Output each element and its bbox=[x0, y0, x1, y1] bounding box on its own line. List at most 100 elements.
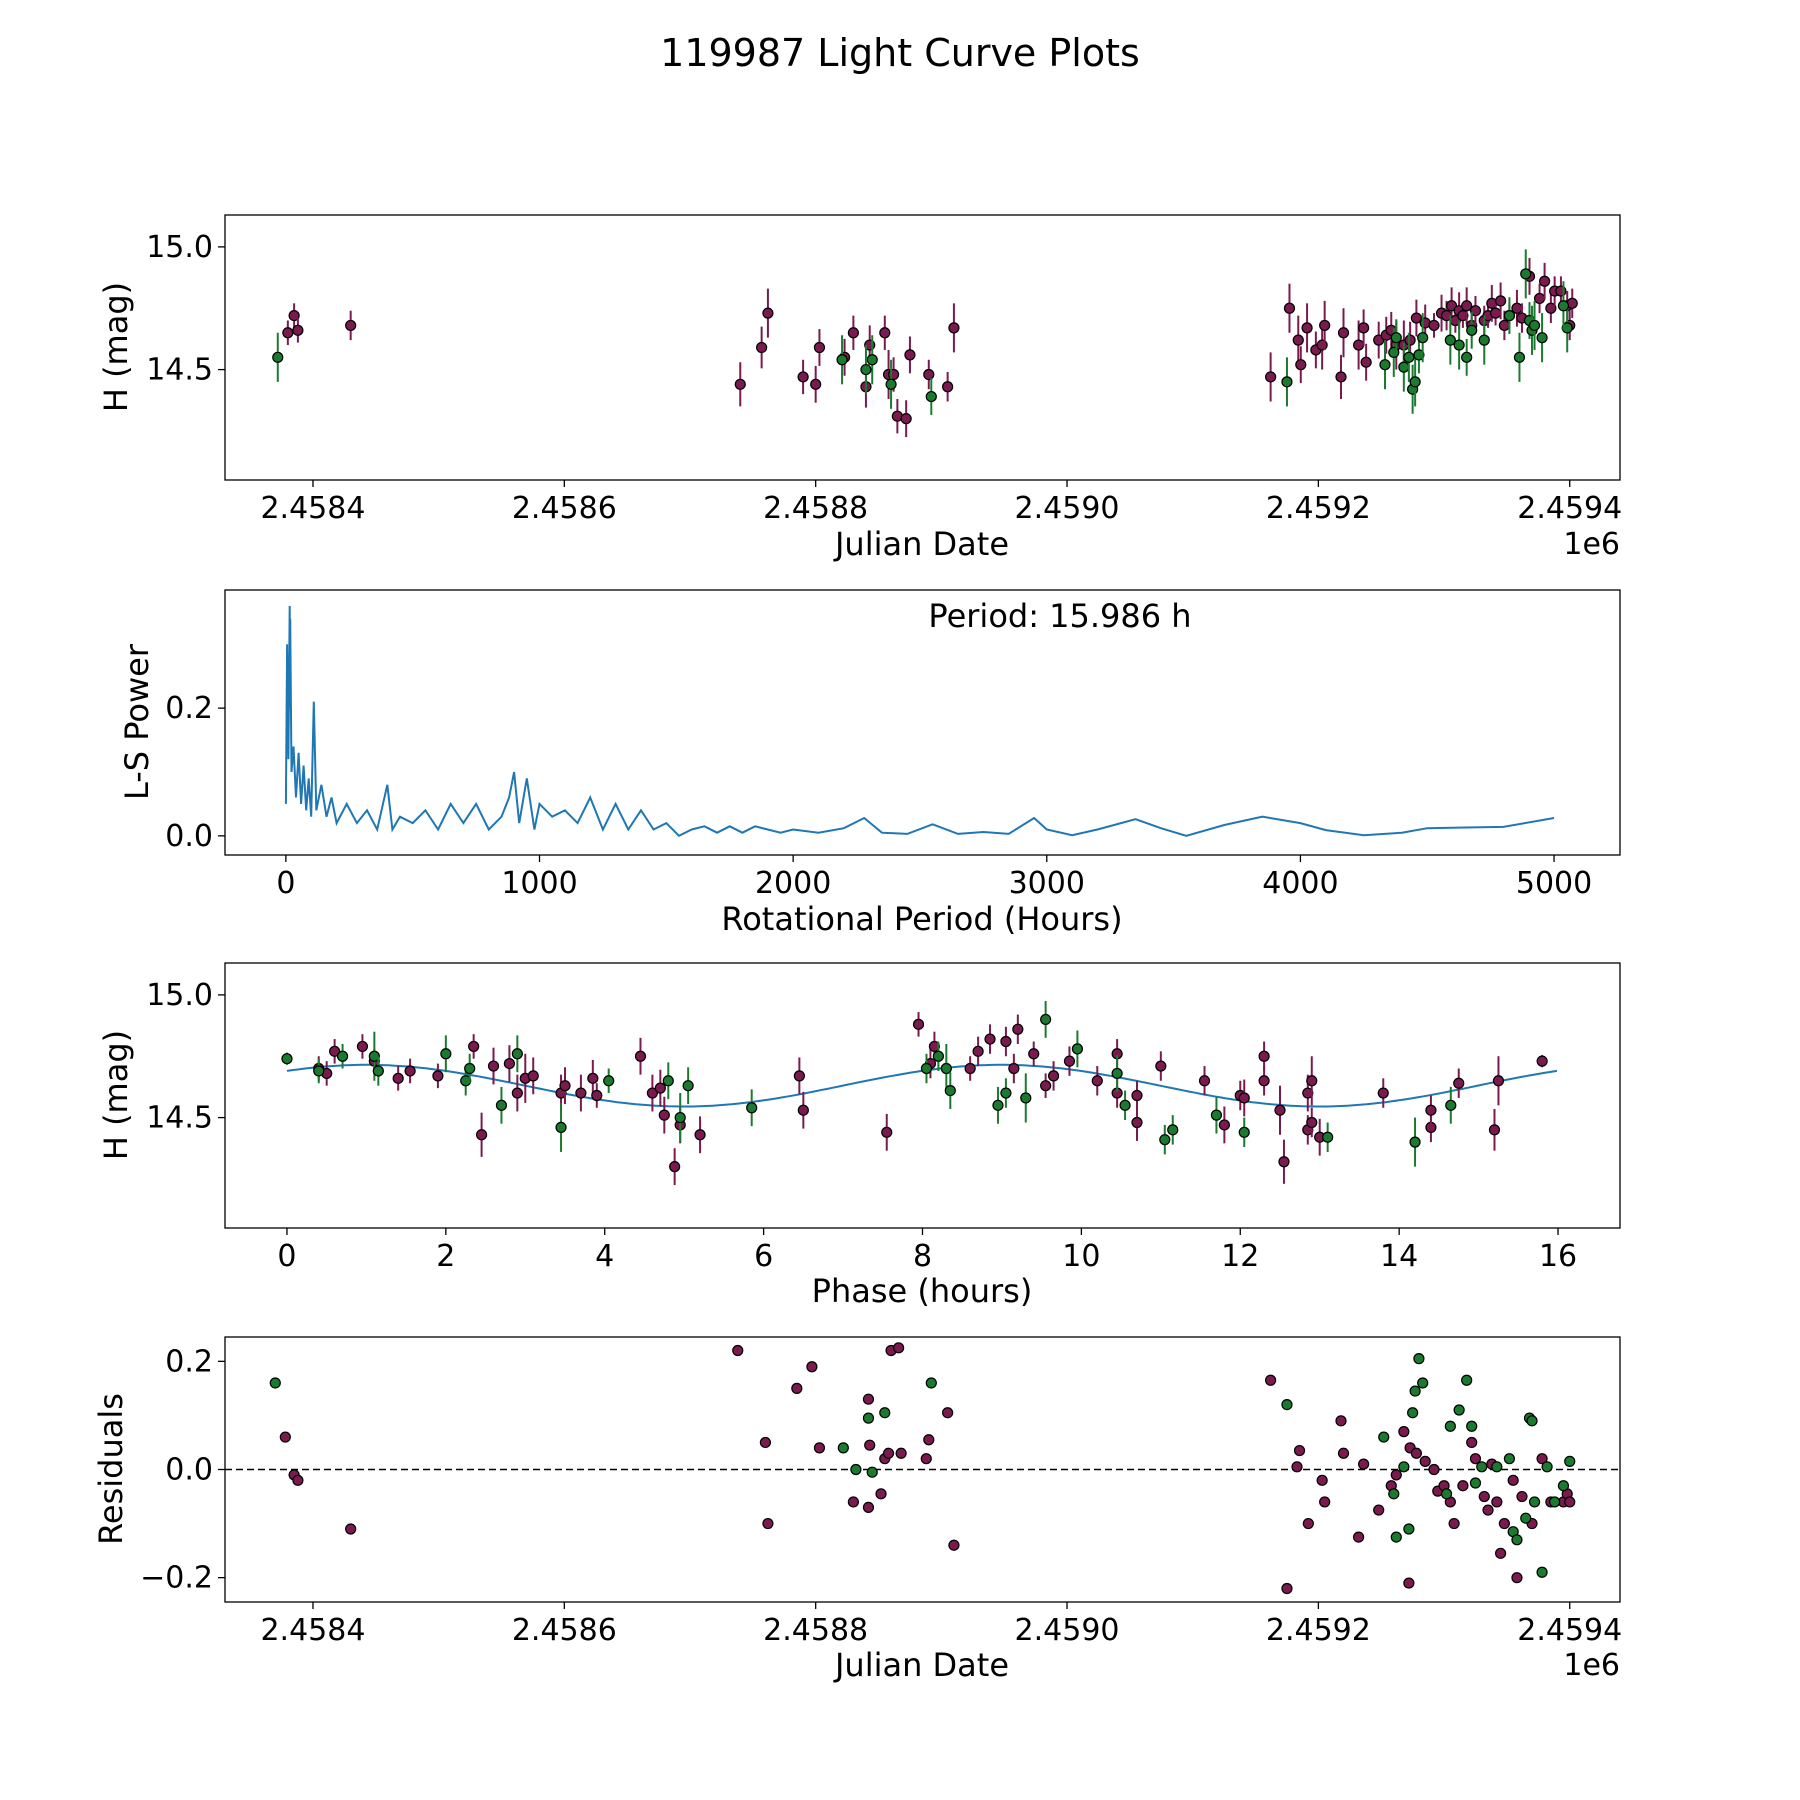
purple-data-point bbox=[279, 1431, 291, 1443]
purple-data-point bbox=[1419, 1455, 1431, 1467]
green-data-point bbox=[464, 1062, 476, 1075]
purple-data-point bbox=[1373, 1504, 1385, 1516]
green-data-point bbox=[1403, 351, 1415, 363]
purple-data-point bbox=[356, 1040, 369, 1053]
purple-data-point bbox=[559, 1080, 571, 1092]
periodogram-axes-frame bbox=[224, 589, 1621, 856]
green-data-point bbox=[1238, 1126, 1250, 1138]
green-data-point bbox=[1388, 1488, 1400, 1500]
phased-xtick-label: 8 bbox=[913, 1239, 932, 1274]
residuals-ytick-label: −0.2 bbox=[140, 1561, 213, 1596]
purple-data-point bbox=[292, 324, 304, 336]
purple-data-point bbox=[654, 1082, 666, 1094]
purple-data-point bbox=[1536, 1055, 1548, 1067]
green-data-point bbox=[1417, 332, 1429, 344]
green-data-point bbox=[1398, 1461, 1410, 1473]
green-data-point bbox=[944, 1084, 956, 1097]
green-data-point bbox=[850, 1463, 862, 1476]
green-data-point bbox=[920, 1062, 933, 1075]
periodogram-ylabel: L-S Power bbox=[118, 643, 156, 800]
green-data-point bbox=[1557, 1480, 1570, 1492]
purple-data-point bbox=[1466, 1436, 1478, 1449]
green-data-point bbox=[336, 1050, 349, 1062]
purple-data-point bbox=[923, 1434, 935, 1446]
green-data-point bbox=[866, 1466, 878, 1478]
green-data-point bbox=[1526, 1415, 1538, 1427]
purple-data-point bbox=[487, 1060, 500, 1072]
phased-xtick-label: 2 bbox=[436, 1239, 455, 1274]
green-data-point bbox=[313, 1065, 325, 1077]
purple-data-point bbox=[1155, 1060, 1167, 1072]
green-data-point bbox=[1444, 334, 1456, 346]
green-data-point bbox=[1536, 332, 1548, 344]
green-data-point bbox=[1111, 1067, 1123, 1080]
residuals-ytick-label: 0.2 bbox=[165, 1344, 213, 1379]
residuals-offset-label: 1e6 bbox=[1563, 1648, 1620, 1683]
purple-data-point bbox=[1469, 1453, 1482, 1465]
green-data-point bbox=[603, 1075, 615, 1087]
purple-data-point bbox=[1398, 1426, 1410, 1438]
green-data-point bbox=[1398, 361, 1410, 373]
green-data-point bbox=[1440, 1488, 1453, 1500]
green-data-point bbox=[1281, 1399, 1293, 1411]
purple-data-point bbox=[1131, 1089, 1143, 1102]
purple-data-point bbox=[923, 368, 935, 381]
periodogram-xtick-label: 4000 bbox=[1262, 866, 1338, 901]
green-data-point bbox=[1403, 1523, 1415, 1535]
green-data-point bbox=[495, 1099, 508, 1111]
purple-data-point bbox=[900, 413, 912, 425]
phased-marks bbox=[281, 1001, 1558, 1186]
green-data-point bbox=[1040, 1013, 1052, 1026]
periodogram-marks bbox=[284, 605, 1555, 838]
purple-data-point bbox=[762, 307, 774, 319]
phased-xtick-label: 6 bbox=[754, 1239, 773, 1274]
lightcurve-offset-label: 1e6 bbox=[1563, 527, 1620, 562]
green-data-point bbox=[1159, 1134, 1171, 1146]
residuals-panel: Julian Date Residuals 1e6 2.4584 2.4586 2.… bbox=[92, 1336, 1622, 1684]
purple-data-point bbox=[1091, 1075, 1103, 1087]
green-data-point bbox=[1409, 1136, 1421, 1148]
purple-data-point bbox=[1000, 1035, 1012, 1048]
purple-data-point bbox=[948, 1539, 960, 1551]
purple-data-point bbox=[1063, 1055, 1076, 1067]
purple-data-point bbox=[575, 1087, 587, 1099]
purple-data-point bbox=[797, 371, 809, 383]
green-data-point bbox=[1491, 1461, 1503, 1473]
purple-data-point bbox=[1507, 1474, 1519, 1486]
purple-data-point bbox=[1404, 334, 1416, 346]
purple-data-point bbox=[1258, 1050, 1270, 1062]
green-data-point bbox=[1167, 1124, 1179, 1136]
phased-xtick-label: 14 bbox=[1380, 1239, 1418, 1274]
green-data-point bbox=[1379, 359, 1391, 371]
lightcurve-xtick-label: 2.4586 bbox=[512, 491, 617, 526]
green-data-point bbox=[925, 390, 937, 403]
purple-data-point bbox=[1258, 1075, 1270, 1087]
green-data-point bbox=[281, 1053, 293, 1065]
purple-data-point bbox=[1040, 1080, 1052, 1092]
purple-data-point bbox=[1457, 1480, 1469, 1492]
green-data-point bbox=[1528, 1496, 1541, 1508]
purple-data-point bbox=[658, 1109, 670, 1121]
purple-data-point bbox=[942, 1407, 954, 1419]
purple-data-point bbox=[1238, 1092, 1250, 1104]
phased-ytick-label: 15.0 bbox=[146, 978, 213, 1013]
purple-data-point bbox=[1198, 1075, 1211, 1087]
purple-data-point bbox=[1453, 1077, 1465, 1089]
green-data-point bbox=[440, 1048, 452, 1060]
purple-data-point bbox=[1498, 1517, 1510, 1530]
green-data-point bbox=[1511, 1534, 1523, 1546]
purple-data-point bbox=[1278, 1156, 1290, 1168]
purple-data-point bbox=[1491, 1496, 1503, 1508]
purple-data-point bbox=[468, 1040, 480, 1053]
purple-data-point bbox=[762, 1517, 774, 1530]
green-data-point bbox=[1000, 1087, 1012, 1099]
green-data-point bbox=[1561, 322, 1573, 334]
periodogram-xtick-label: 2000 bbox=[755, 866, 831, 901]
purple-data-point bbox=[813, 341, 826, 354]
purple-data-point bbox=[1410, 312, 1423, 324]
purple-data-point bbox=[1047, 1070, 1060, 1082]
purple-data-point bbox=[1302, 1087, 1314, 1099]
purple-data-point bbox=[345, 1523, 357, 1535]
purple-data-point bbox=[875, 1488, 887, 1500]
purple-data-point bbox=[1319, 1496, 1331, 1508]
